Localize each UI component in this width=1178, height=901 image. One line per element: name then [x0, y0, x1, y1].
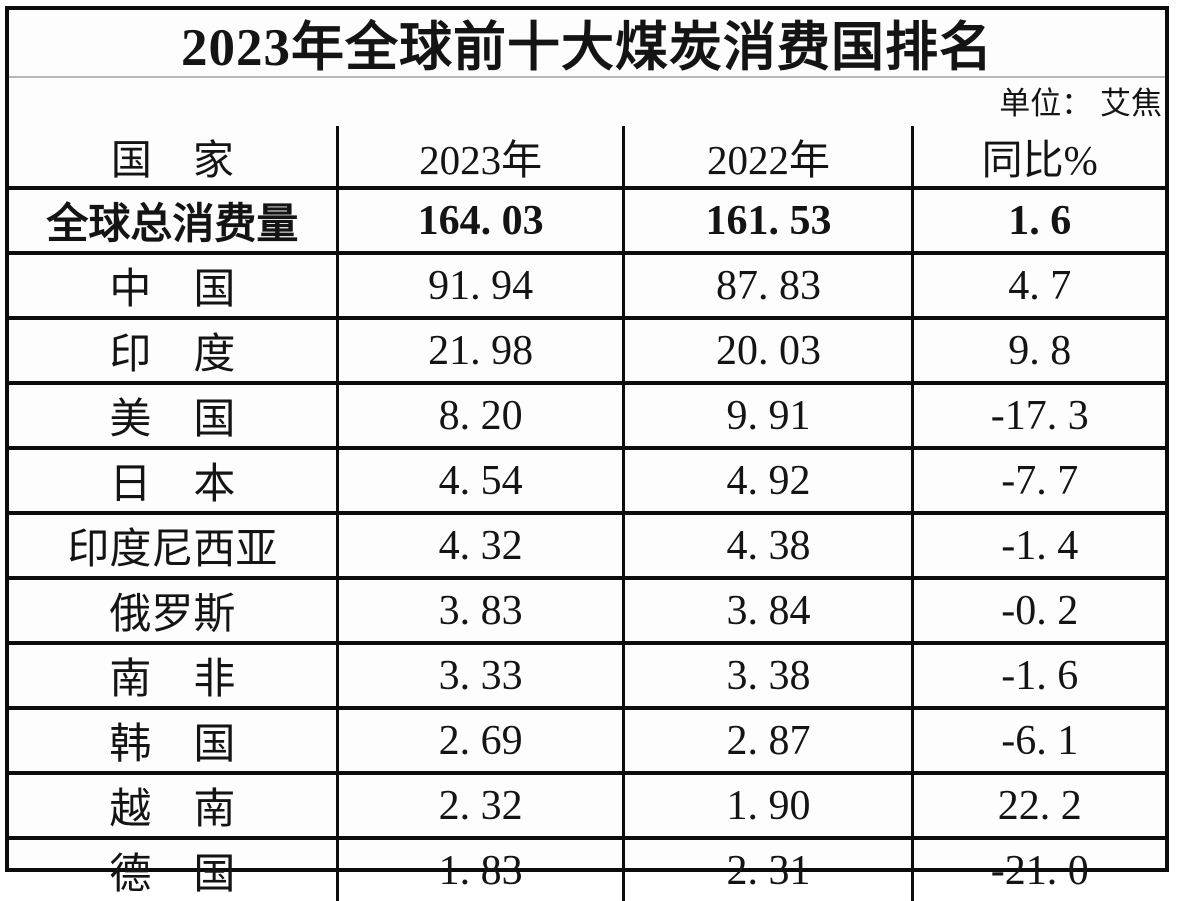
col-header-2022: 2022年 [622, 126, 915, 190]
cell-2023: 4. 54 [335, 446, 626, 515]
table-row-south-korea: 韩 国 2. 69 2. 87 -6. 1 [9, 706, 1165, 775]
cell-2022: 4. 38 [622, 511, 915, 580]
col-header-country: 国 家 [9, 126, 339, 190]
cell-yoy: 1. 6 [911, 186, 1165, 255]
table-row-vietnam: 越 南 2. 32 1. 90 22. 2 [9, 771, 1165, 840]
cell-country: 南 非 [9, 641, 339, 710]
cell-2022: 4. 92 [622, 446, 915, 515]
page-title: 2023年全球前十大煤炭消费国排名 [181, 19, 993, 77]
coal-consumption-table: 国 家 2023年 2022年 同比% 全球总消费量 164. 03 161. … [9, 126, 1165, 901]
col-header-2023: 2023年 [335, 126, 626, 190]
cell-country: 德 国 [9, 836, 339, 901]
cell-country: 印度尼西亚 [9, 511, 339, 580]
cell-2022: 20. 03 [622, 316, 915, 385]
cell-country: 俄罗斯 [9, 576, 339, 645]
table-row-russia: 俄罗斯 3. 83 3. 84 -0. 2 [9, 576, 1165, 645]
cell-country: 韩 国 [9, 706, 339, 775]
cell-country: 美 国 [9, 381, 339, 450]
table-row-south-africa: 南 非 3. 33 3. 38 -1. 6 [9, 641, 1165, 710]
cell-yoy: 22. 2 [911, 771, 1165, 840]
cell-yoy: -6. 1 [911, 706, 1165, 775]
cell-2023: 2. 69 [335, 706, 626, 775]
cell-2023: 2. 32 [335, 771, 626, 840]
cell-2022: 3. 38 [622, 641, 915, 710]
col-header-yoy: 同比% [911, 126, 1165, 190]
unit-label: 单位： 艾焦 [999, 86, 1162, 121]
cell-2023: 3. 33 [335, 641, 626, 710]
table-row-usa: 美 国 8. 20 9. 91 -17. 3 [9, 381, 1165, 450]
cell-2022: 9. 91 [622, 381, 915, 450]
cell-2022: 161. 53 [622, 186, 915, 255]
cell-2023: 3. 83 [335, 576, 626, 645]
cell-country: 全球总消费量 [9, 186, 339, 255]
cell-country: 印 度 [9, 316, 339, 385]
cell-2023: 8. 20 [335, 381, 626, 450]
cell-country: 日 本 [9, 446, 339, 515]
table-row-japan: 日 本 4. 54 4. 92 -7. 7 [9, 446, 1165, 515]
cell-2022: 3. 84 [622, 576, 915, 645]
table-row-india: 印 度 21. 98 20. 03 9. 8 [9, 316, 1165, 385]
cell-2023: 4. 32 [335, 511, 626, 580]
table-row-china: 中 国 91. 94 87. 83 4. 7 [9, 251, 1165, 320]
cell-2023: 21. 98 [335, 316, 626, 385]
cell-yoy: -1. 6 [911, 641, 1165, 710]
cell-yoy: -1. 4 [911, 511, 1165, 580]
cell-yoy: -0. 2 [911, 576, 1165, 645]
cell-yoy: 4. 7 [911, 251, 1165, 320]
cell-yoy: 9. 8 [911, 316, 1165, 385]
title-divider [9, 76, 1165, 78]
cell-2022: 87. 83 [622, 251, 915, 320]
cell-country: 中 国 [9, 251, 339, 320]
page-frame: 2023年全球前十大煤炭消费国排名 单位： 艾焦 国 家 2023年 2022年… [5, 6, 1169, 901]
cell-2022: 2. 31 [622, 836, 915, 901]
cell-yoy: -17. 3 [911, 381, 1165, 450]
table-row-germany: 德 国 1. 83 2. 31 -21. 0 [9, 836, 1165, 901]
header-row: 国 家 2023年 2022年 同比% [9, 126, 1165, 190]
cell-2023: 91. 94 [335, 251, 626, 320]
cell-yoy: -21. 0 [911, 836, 1165, 901]
cell-yoy: -7. 7 [911, 446, 1165, 515]
cell-2023: 1. 83 [335, 836, 626, 901]
table-row-indonesia: 印度尼西亚 4. 32 4. 38 -1. 4 [9, 511, 1165, 580]
cell-2022: 1. 90 [622, 771, 915, 840]
cell-2023: 164. 03 [335, 186, 626, 255]
cell-2022: 2. 87 [622, 706, 915, 775]
table-row-global-total: 全球总消费量 164. 03 161. 53 1. 6 [9, 186, 1165, 255]
cell-country: 越 南 [9, 771, 339, 840]
